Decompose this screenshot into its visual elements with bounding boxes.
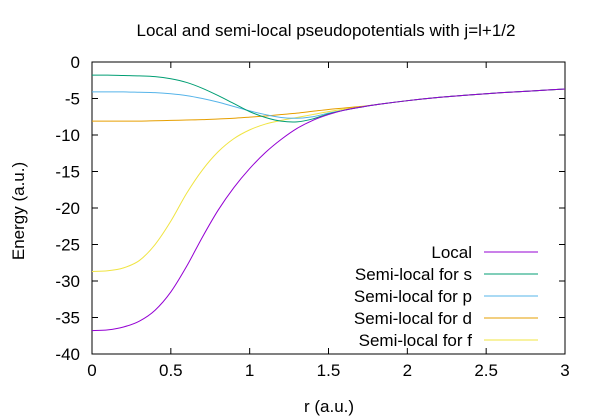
legend-label: Local <box>431 243 472 262</box>
y-tick-label: -40 <box>55 345 80 364</box>
y-tick-label: -25 <box>55 236 80 255</box>
x-tick-label: 2.5 <box>474 361 498 380</box>
x-tick-label: 1 <box>245 361 254 380</box>
y-tick-label: -10 <box>55 126 80 145</box>
legend-item: Semi-local for s <box>355 265 538 284</box>
x-tick-label: 1.5 <box>317 361 341 380</box>
plot-area: 0 0.5 1 1.5 2 2.5 3 0 -5 -10 -15 -20 -25 -30 -35 -40 Loc… <box>55 53 569 380</box>
y-tick-label: 0 <box>71 53 80 72</box>
legend-label: Semi-local for d <box>354 309 472 328</box>
y-tick-label: -30 <box>55 272 80 291</box>
legend-item: Semi-local for f <box>359 331 538 350</box>
y-tick-label: -15 <box>55 163 80 182</box>
legend-item: Semi-local for p <box>354 287 538 306</box>
legend-item: Local <box>431 243 538 262</box>
legend-label: Semi-local for f <box>359 331 473 350</box>
series-lines <box>91 74 566 332</box>
y-tick-label: -35 <box>55 309 80 328</box>
legend: Local Semi-local for s Semi-local for p Sem… <box>354 243 538 350</box>
series-line-local <box>91 88 566 332</box>
legend-label: Semi-local for s <box>355 265 472 284</box>
x-tick-label: 3 <box>560 361 569 380</box>
y-axis-label: Energy (a.u.) <box>9 162 28 260</box>
y-tick-label: -20 <box>55 199 80 218</box>
x-axis-label: r (a.u.) <box>304 397 354 416</box>
y-tick-label: -5 <box>65 90 80 109</box>
legend-label: Semi-local for p <box>354 287 472 306</box>
x-tick-label: 0.5 <box>159 361 183 380</box>
chart-title: Local and semi-local pseudopotentials wi… <box>137 21 516 40</box>
x-tick-label: 0 <box>87 361 96 380</box>
legend-item: Semi-local for d <box>354 309 538 328</box>
x-tick-label: 2 <box>403 361 412 380</box>
